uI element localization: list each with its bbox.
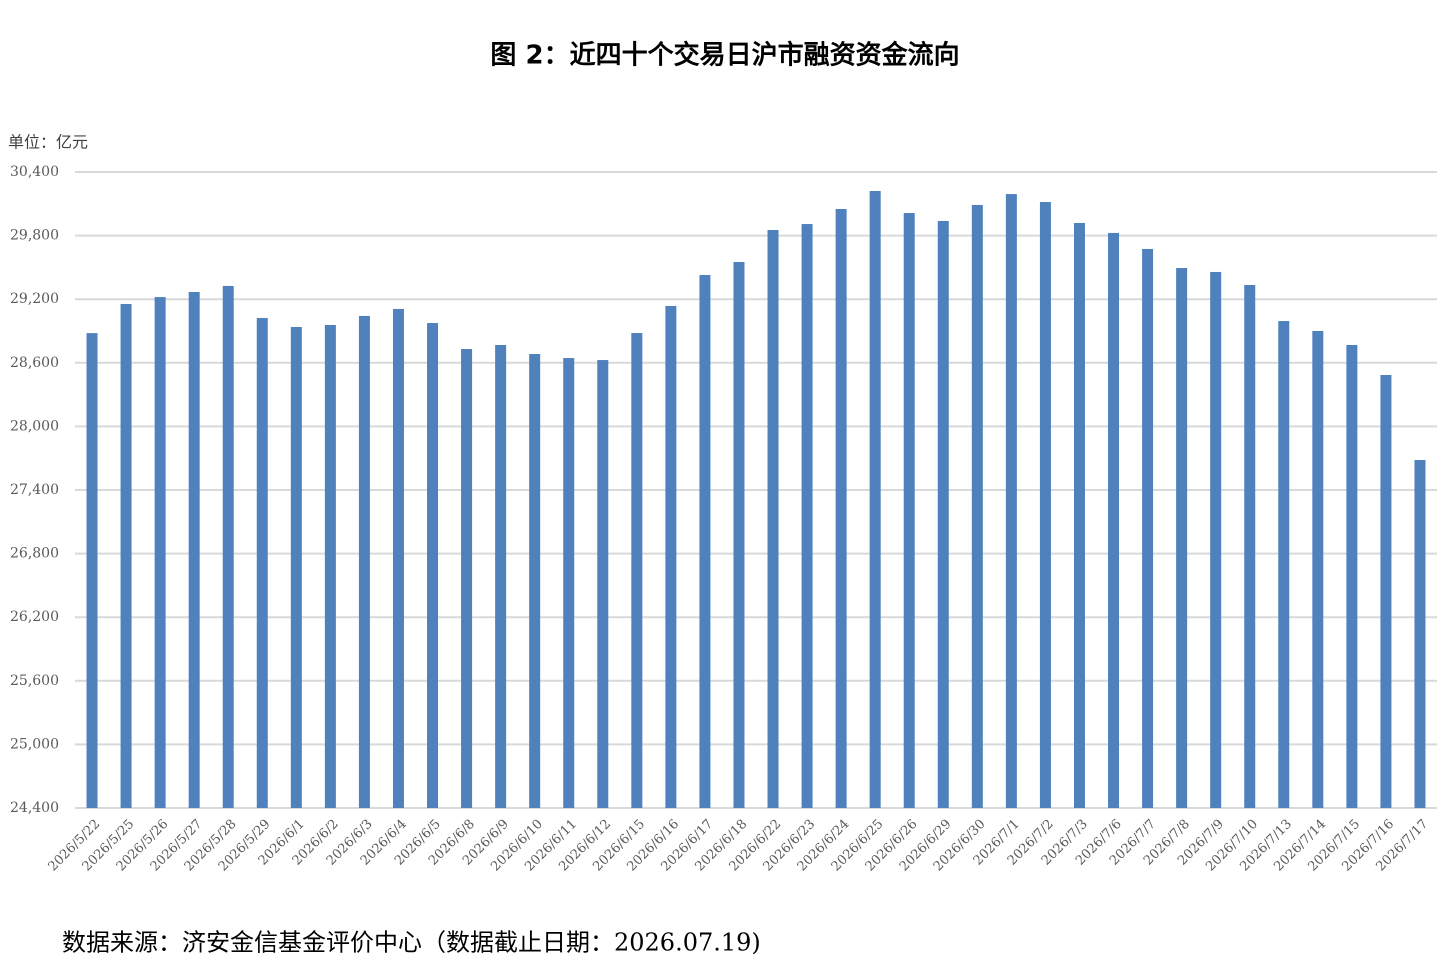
bar: [427, 323, 439, 808]
bar: [188, 291, 200, 808]
bar: [1176, 268, 1188, 808]
y-tick-label: 29,800: [10, 228, 59, 244]
bar: [86, 333, 98, 808]
bar: [699, 275, 711, 809]
y-tick-label: 30,400: [10, 164, 59, 180]
y-tick-label: 29,200: [10, 291, 59, 307]
bar: [937, 220, 949, 809]
y-tick-label: 27,400: [10, 482, 59, 498]
chart-title: 图 2：近四十个交易日沪市融资资金流向: [490, 40, 959, 71]
bar: [256, 317, 268, 808]
bar: [1005, 194, 1017, 809]
bar: [1142, 248, 1154, 808]
y-tick-label: 24,400: [10, 800, 59, 816]
bar: [1039, 201, 1051, 809]
y-tick-label: 26,800: [10, 546, 59, 562]
bar: [1312, 331, 1324, 808]
bar: [1380, 374, 1392, 808]
y-tick-label: 28,000: [10, 418, 59, 434]
bar: [358, 315, 370, 808]
bar: [1210, 271, 1222, 808]
bar: [903, 213, 915, 809]
bar: [869, 190, 881, 808]
bar: [222, 285, 234, 808]
y-tick-label: 25,600: [10, 673, 59, 689]
bar: [1414, 460, 1426, 808]
bar: [120, 303, 132, 808]
bar: [1108, 232, 1120, 808]
bar: [801, 224, 813, 808]
bar: [665, 305, 677, 808]
bar: [597, 360, 609, 808]
bar: [461, 349, 473, 808]
unit-label: 单位：亿元: [8, 133, 88, 152]
bar: [1278, 321, 1290, 808]
bar: [971, 204, 983, 808]
bar: [1244, 284, 1256, 809]
bar: [529, 354, 541, 808]
bar: [563, 358, 575, 808]
y-tick-label: 26,200: [10, 609, 59, 625]
source-note: 数据来源：济安金信基金评价中心（数据截止日期：2026.07.19): [62, 929, 761, 957]
bar: [835, 208, 847, 808]
bar: [290, 326, 302, 808]
bar: [324, 324, 336, 808]
bar: [631, 333, 643, 808]
bar: [392, 308, 404, 808]
y-tick-label: 28,600: [10, 355, 59, 371]
bar: [733, 261, 745, 808]
bar: [767, 229, 779, 808]
y-tick-label: 25,000: [10, 736, 59, 752]
bar: [495, 344, 507, 808]
bar: [1346, 344, 1358, 808]
bar: [1073, 222, 1085, 809]
bar: [154, 297, 166, 808]
